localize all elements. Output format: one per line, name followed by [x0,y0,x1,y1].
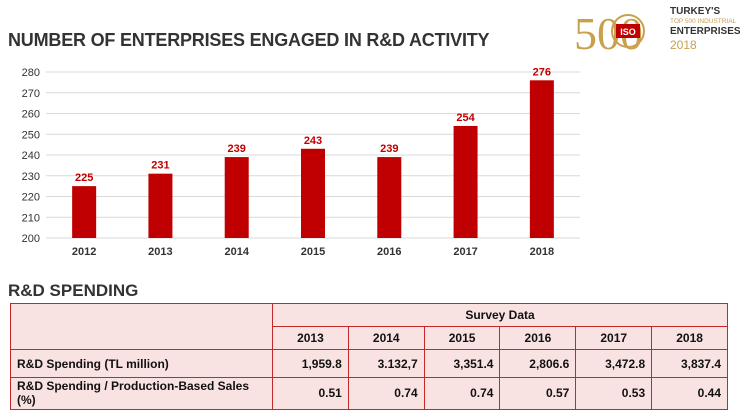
logo-500-emblem: 500 ISO [574,8,645,59]
y-tick-label: 230 [22,171,40,183]
bar [529,80,554,238]
year-header: 2015 [423,326,501,351]
table-cell: 0.74 [347,376,425,411]
x-tick-label: 2015 [301,246,325,258]
table-cell: 3,837.4 [651,349,728,378]
logo-line-3: ENTERPRISES [670,26,740,37]
logo-line-1: TURKEY'S [670,6,721,17]
logo-line-4: 2018 [670,38,697,52]
table-cell: 2,806.6 [499,349,577,378]
x-tick-label: 2018 [530,246,554,258]
year-header: 2014 [347,326,425,351]
table-row: R&D Spending (TL million) 1,959.8 3.132,… [10,349,728,378]
y-tick-label: 200 [22,233,40,245]
data-label: 239 [380,143,398,155]
bar [224,157,249,238]
page-title: NUMBER OF ENTERPRISES ENGAGED IN R&D ACT… [8,30,490,50]
turkey-top-500-logo: 500 ISO TURKEY'S TOP 500 INDUSTRIAL ENTE… [572,2,740,60]
table-cell: 1,959.8 [272,349,349,378]
y-tick-label: 270 [22,88,40,100]
table-cell: 0.51 [272,376,349,411]
rd-spending-table: Survey Data 2013 2014 2015 2016 2017 201… [10,302,728,411]
enterprises-bar-chart: 200 210 220 230 240 250 260 270 280 225 2012 231 201… [22,66,580,258]
y-tick-label: 280 [22,67,40,79]
data-label: 239 [228,143,246,155]
year-header: 2013 [272,326,349,351]
y-tick-label: 240 [22,150,40,162]
data-label: 231 [151,160,169,172]
y-tick-label: 210 [22,212,40,224]
data-label: 243 [304,135,322,147]
table-cell: 0.53 [575,376,653,411]
table-corner-cell [10,302,273,351]
y-tick-label: 220 [22,192,40,204]
year-header: 2017 [575,326,653,351]
x-tick-label: 2014 [224,246,249,258]
section-title-rd-spending: R&D SPENDING [8,281,139,300]
x-tick-label: 2013 [148,246,172,258]
table-cell: 0.57 [499,376,577,411]
bar [72,186,97,238]
bar [148,173,173,238]
x-tick-label: 2016 [377,246,401,258]
bar [453,125,478,238]
x-tick-label: 2012 [72,246,96,258]
year-header: 2016 [499,326,577,351]
x-tick-label: 2017 [453,246,477,258]
table-cell: 3,472.8 [575,349,653,378]
row-label: R&D Spending (TL million) [10,349,273,378]
table-cell: 3,351.4 [423,349,501,378]
row-label: R&D Spending / Production-Based Sales (%… [10,376,273,411]
data-label: 225 [75,172,93,184]
bar [301,148,325,238]
logo-line-2: TOP 500 INDUSTRIAL [670,18,737,25]
data-label: 254 [456,112,475,124]
y-tick-label: 260 [22,109,40,121]
year-header: 2018 [651,326,728,351]
table-cell: 0.44 [651,376,728,411]
y-tick-label: 250 [22,129,40,141]
logo-badge: ISO [620,27,636,37]
table-row: R&D Spending / Production-Based Sales (%… [10,376,728,411]
survey-data-header: Survey Data [272,302,728,328]
data-label: 276 [533,66,551,78]
bar [377,157,402,238]
table-cell: 0.74 [423,376,501,411]
table-cell: 3.132,7 [347,349,425,378]
